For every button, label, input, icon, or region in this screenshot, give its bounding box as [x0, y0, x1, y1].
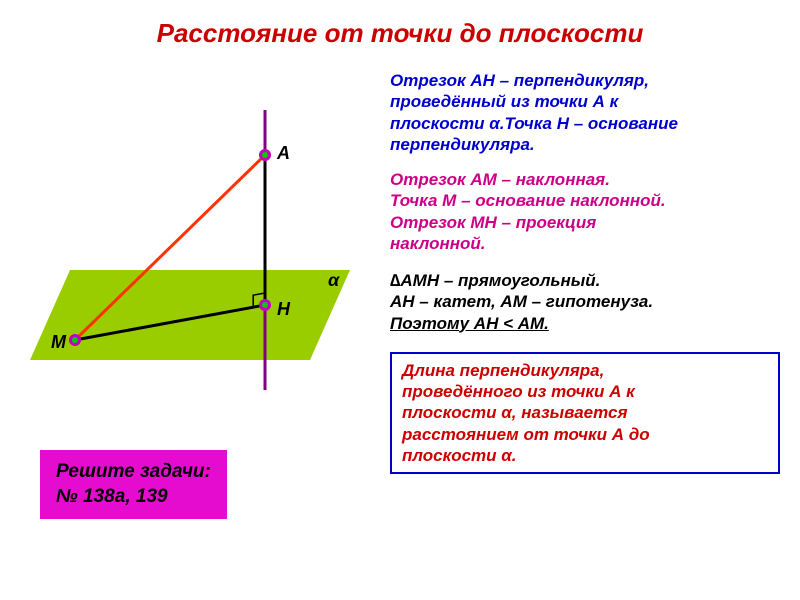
text-line: плоскости α, называется: [402, 403, 627, 422]
point-A: [259, 149, 271, 161]
label-M: М: [51, 332, 66, 353]
label-alpha: α: [328, 270, 339, 291]
text-line: наклонной.: [390, 234, 486, 253]
definition-oblique: Отрезок АМ – наклонная. Точка М – основа…: [390, 169, 780, 254]
text-line: проведённый из точки А к: [390, 92, 618, 111]
definition-perpendicular: Отрезок АН – перпендикуляр, проведённый …: [390, 70, 780, 155]
text-line: Точка М – основание наклонной.: [390, 191, 666, 210]
text-line: плоскости α.: [402, 446, 517, 465]
page-title: Расстояние от точки до плоскости: [0, 0, 800, 57]
distance-definition-box: Длина перпендикуляра, проведённого из то…: [390, 352, 780, 474]
triangle-statement: ∆АМН – прямоугольный. АН – катет, АМ – г…: [390, 270, 780, 334]
text-column: Отрезок АН – перпендикуляр, проведённый …: [390, 70, 780, 474]
text-line: Отрезок АН – перпендикуляр,: [390, 71, 649, 90]
tasks-box: Решите задачи: № 138а, 139: [40, 450, 227, 519]
text-line: Отрезок МН – проекция: [390, 213, 596, 232]
text-line: проведённого из точки А к: [402, 382, 635, 401]
plane-alpha: [30, 270, 350, 360]
text-line: Длина перпендикуляра,: [402, 361, 604, 380]
label-A: А: [277, 143, 290, 164]
point-H: [259, 299, 271, 311]
text-line: перпендикуляра.: [390, 135, 535, 154]
text-line: Решите задачи:: [56, 461, 211, 482]
text-line: Отрезок АМ – наклонная.: [390, 170, 610, 189]
geometry-diagram: А Н М α: [30, 110, 370, 390]
text-line: АН – катет, АМ – гипотенуза.: [390, 292, 653, 311]
text-line: № 138а, 139: [56, 486, 168, 507]
point-M: [69, 334, 81, 346]
label-H: Н: [277, 299, 290, 320]
text-line: расстоянием от точки А до: [402, 425, 650, 444]
text-line: ∆АМН – прямоугольный.: [390, 271, 600, 290]
text-line-underlined: Поэтому АН < АМ.: [390, 314, 549, 333]
text-line: плоскости α.Точка Н – основание: [390, 114, 678, 133]
